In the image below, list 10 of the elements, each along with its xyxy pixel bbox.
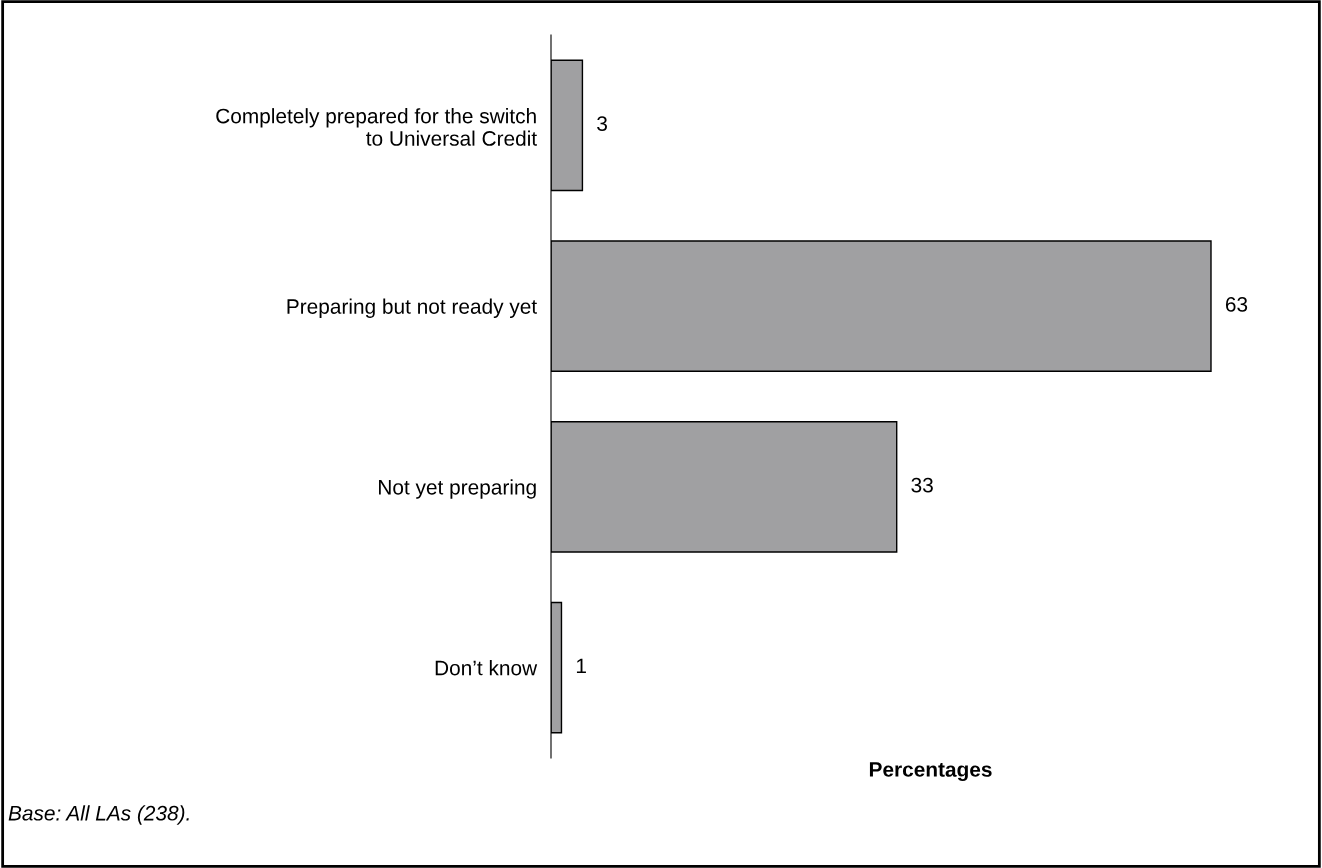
y-tick-label: Not yet preparing <box>379 479 536 499</box>
data-label: 1 <box>576 658 586 674</box>
x-axis-title: Percentages <box>869 762 992 782</box>
y-tick-label: Preparing but not ready yet <box>287 298 537 318</box>
data-label: 63 <box>1225 296 1248 312</box>
y-tick-label: Completely prepared for the switch to Universal Credit <box>216 108 537 146</box>
data-label: 33 <box>911 477 933 493</box>
data-label: 3 <box>597 116 607 131</box>
y-tick-label: Don’t know <box>435 660 538 676</box>
text: Base: All LAs (238). <box>8 805 189 825</box>
